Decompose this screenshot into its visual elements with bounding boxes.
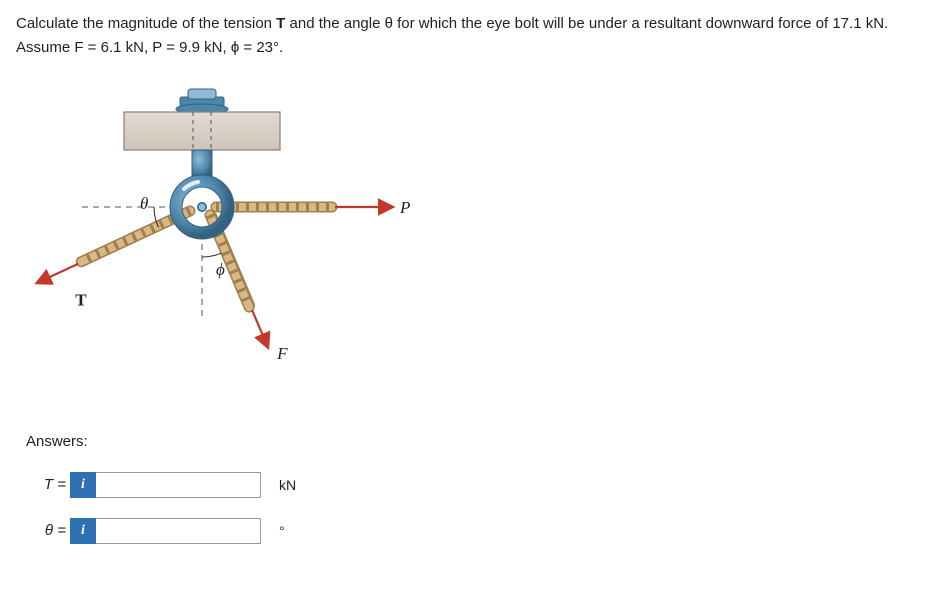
- problem-line-2: Assume F = 6.1 kN, P = 9.9 kN, ϕ = 23°.: [16, 38, 913, 58]
- svg-text:P: P: [399, 198, 410, 217]
- info-icon: i: [81, 477, 85, 493]
- info-icon: i: [81, 523, 85, 539]
- answer-input-theta[interactable]: [96, 518, 261, 544]
- answers-heading: Answers:: [26, 433, 913, 450]
- diagram-svg: P F Tθ ϕ: [22, 79, 422, 399]
- text: , ϕ =: [223, 39, 257, 56]
- svg-text:ϕ: ϕ: [216, 260, 225, 279]
- answer-row-theta: θ = i °: [26, 518, 913, 544]
- answer-symbol: T =: [26, 476, 70, 493]
- f-value: 6.1 kN: [101, 39, 144, 56]
- symbol-text: T: [44, 476, 53, 493]
- symbol-text: θ: [45, 522, 53, 539]
- svg-text:T: T: [75, 290, 87, 309]
- unit-label: °: [279, 523, 285, 539]
- tension-symbol: T: [276, 15, 285, 32]
- text: Assume F =: [16, 39, 101, 56]
- problem-line-1: Calculate the magnitude of the tension T…: [16, 14, 913, 34]
- problem-statement: Calculate the magnitude of the tension T…: [16, 14, 913, 59]
- force-value: 17.1 kN.: [832, 15, 888, 32]
- answer-symbol: θ =: [26, 522, 70, 539]
- info-button[interactable]: i: [70, 518, 96, 544]
- text: and the angle θ for which the eye bolt w…: [285, 15, 832, 32]
- unit-label: kN: [279, 477, 296, 493]
- text: Calculate the magnitude of the tension: [16, 15, 276, 32]
- text: , P =: [144, 39, 179, 56]
- eye-bolt-diagram: P F Tθ ϕ: [22, 79, 913, 403]
- answer-input-T[interactable]: [96, 472, 261, 498]
- phi-value: 23°.: [256, 39, 283, 56]
- info-button[interactable]: i: [70, 472, 96, 498]
- svg-text:θ: θ: [140, 194, 148, 213]
- answer-row-T: T = i kN: [26, 472, 913, 498]
- p-value: 9.9 kN: [179, 39, 222, 56]
- svg-text:F: F: [276, 344, 288, 363]
